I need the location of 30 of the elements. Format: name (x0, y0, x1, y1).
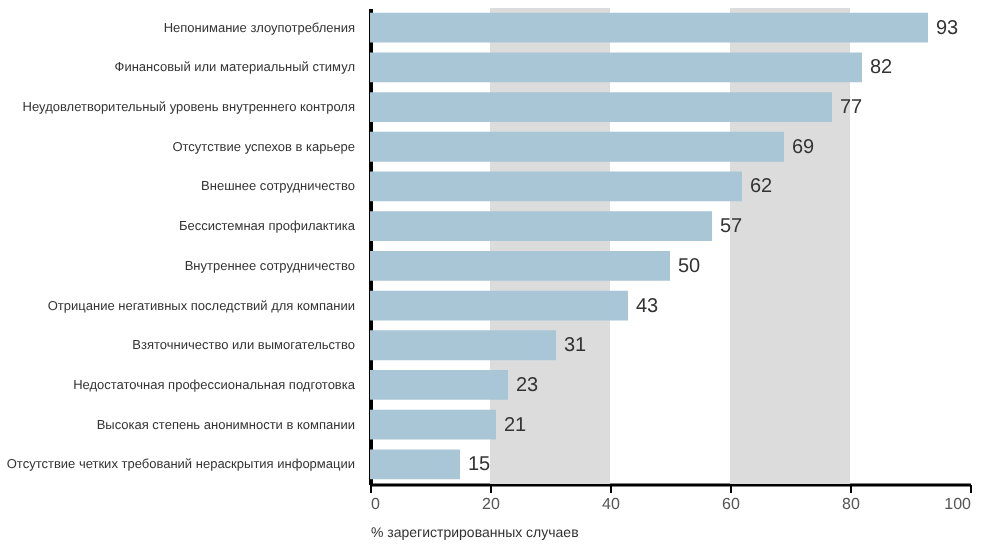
data-label: 62 (750, 176, 774, 199)
x-tick-label: 20 (482, 495, 501, 513)
data-label: 69 (792, 136, 816, 159)
data-label: 82 (870, 57, 894, 80)
data-label: 21 (504, 414, 528, 437)
data-label: 77 (840, 97, 864, 120)
x-tick-label: 40 (602, 495, 621, 513)
data-label: 23 (516, 374, 540, 397)
x-tick-label: 80 (842, 495, 861, 513)
bar (370, 370, 508, 400)
data-label: 15 (468, 454, 492, 477)
bar (370, 92, 832, 122)
data-label: 93 (936, 17, 960, 40)
bar (370, 131, 784, 162)
bar (370, 330, 556, 361)
bar (370, 409, 496, 440)
x-tick-label: 60 (722, 495, 741, 513)
bar (370, 52, 862, 83)
data-label: 31 (564, 335, 588, 358)
bar (370, 12, 928, 43)
data-label: 50 (678, 255, 702, 278)
bar (370, 250, 670, 281)
bar (370, 171, 742, 202)
data-label: 57 (720, 216, 744, 239)
bar (370, 449, 460, 480)
data-label: 43 (636, 295, 660, 318)
bar (370, 290, 628, 321)
bar (370, 211, 712, 242)
x-tick-label: 100 (944, 495, 973, 513)
x-tick-label: 0 (371, 495, 381, 513)
